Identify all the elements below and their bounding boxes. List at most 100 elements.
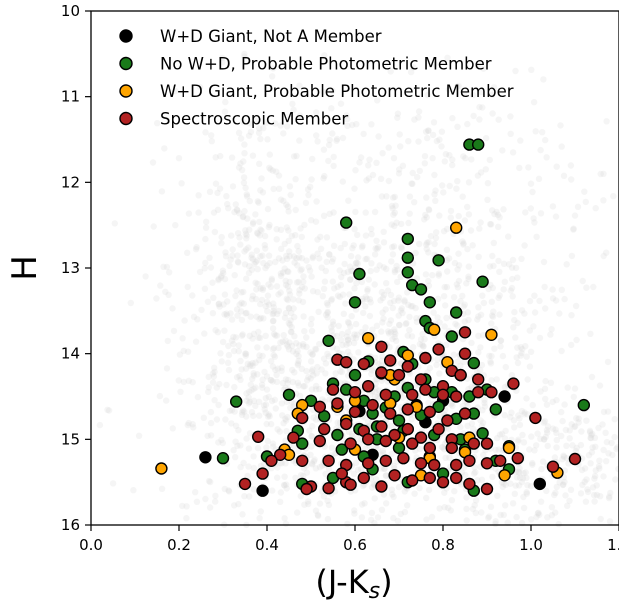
background-point bbox=[513, 474, 521, 481]
background-point bbox=[214, 206, 222, 213]
background-point bbox=[265, 393, 272, 400]
background-point bbox=[366, 312, 374, 320]
background-point bbox=[307, 321, 315, 328]
background-point bbox=[281, 240, 288, 248]
background-point bbox=[571, 212, 579, 219]
background-point bbox=[518, 478, 526, 486]
background-point bbox=[560, 481, 567, 488]
background-point bbox=[499, 352, 507, 360]
background-point bbox=[342, 300, 349, 307]
background-point bbox=[509, 275, 516, 283]
background-point bbox=[434, 356, 441, 363]
background-point bbox=[354, 260, 361, 267]
background-point bbox=[286, 248, 293, 255]
background-point bbox=[512, 334, 519, 341]
background-point bbox=[264, 136, 271, 143]
background-point bbox=[501, 384, 509, 391]
background-point bbox=[231, 408, 238, 415]
background-point bbox=[270, 310, 277, 317]
background-point bbox=[314, 236, 321, 243]
background-point bbox=[323, 300, 331, 307]
background-point bbox=[158, 188, 166, 195]
background-point bbox=[227, 256, 234, 263]
background-point bbox=[591, 434, 599, 441]
background-point bbox=[239, 407, 247, 414]
x-axis-title-close: ) bbox=[380, 563, 392, 601]
background-point bbox=[293, 340, 300, 347]
y-tick-label: 10 bbox=[61, 2, 80, 20]
background-point bbox=[436, 212, 443, 219]
background-point bbox=[353, 259, 360, 266]
background-point bbox=[459, 238, 466, 245]
background-point bbox=[280, 269, 287, 276]
background-point bbox=[292, 232, 299, 239]
background-point bbox=[587, 460, 594, 467]
background-point bbox=[447, 207, 455, 215]
data-point-series-3 bbox=[340, 417, 353, 431]
background-point bbox=[397, 273, 404, 281]
background-point bbox=[582, 498, 590, 505]
background-point bbox=[588, 449, 596, 456]
background-point bbox=[254, 371, 261, 378]
background-point bbox=[435, 295, 442, 302]
data-point-series-3 bbox=[450, 458, 463, 472]
background-point bbox=[189, 379, 196, 386]
background-point bbox=[326, 396, 333, 403]
background-point bbox=[481, 403, 489, 410]
data-point-series-3 bbox=[432, 422, 445, 436]
background-point bbox=[586, 429, 594, 436]
background-point bbox=[328, 324, 335, 331]
background-point bbox=[575, 415, 582, 422]
background-point bbox=[239, 409, 246, 416]
background-point bbox=[258, 175, 265, 182]
background-point bbox=[379, 447, 387, 454]
background-point bbox=[260, 259, 267, 267]
background-point bbox=[309, 254, 316, 262]
background-point bbox=[184, 249, 191, 256]
background-point bbox=[208, 132, 215, 139]
background-point bbox=[264, 292, 272, 299]
background-point bbox=[568, 312, 575, 319]
background-point bbox=[485, 513, 493, 520]
background-point bbox=[490, 308, 497, 315]
background-point bbox=[379, 319, 386, 326]
background-point bbox=[314, 138, 321, 145]
data-point-series-3 bbox=[480, 437, 494, 450]
data-point-series-3 bbox=[300, 482, 313, 496]
background-point bbox=[520, 470, 527, 477]
background-point bbox=[568, 252, 576, 260]
background-point bbox=[234, 312, 241, 319]
background-point bbox=[275, 172, 283, 179]
background-point bbox=[222, 98, 229, 106]
background-point bbox=[607, 489, 614, 497]
background-point bbox=[293, 152, 300, 160]
background-point bbox=[281, 515, 288, 522]
background-point bbox=[289, 348, 297, 355]
background-point bbox=[285, 346, 293, 353]
background-point bbox=[423, 194, 430, 201]
background-point bbox=[221, 291, 229, 298]
background-point bbox=[225, 351, 233, 359]
data-point-series-3 bbox=[375, 480, 388, 493]
background-point bbox=[468, 420, 476, 427]
background-point bbox=[477, 417, 484, 424]
background-point bbox=[449, 402, 456, 410]
background-point bbox=[358, 328, 365, 336]
background-point bbox=[279, 379, 287, 387]
background-point bbox=[282, 437, 289, 444]
background-point bbox=[270, 307, 277, 314]
background-point bbox=[283, 295, 290, 303]
background-point bbox=[296, 290, 303, 297]
background-point bbox=[354, 331, 361, 338]
background-point bbox=[308, 433, 315, 440]
data-point-series-3 bbox=[458, 326, 472, 339]
background-point bbox=[440, 189, 447, 196]
background-point bbox=[516, 421, 524, 429]
data-point-series-1 bbox=[335, 443, 348, 456]
background-point bbox=[566, 427, 573, 434]
background-point bbox=[215, 401, 222, 409]
data-point-series-3 bbox=[313, 434, 326, 448]
background-point bbox=[250, 412, 257, 420]
background-point bbox=[223, 381, 230, 389]
